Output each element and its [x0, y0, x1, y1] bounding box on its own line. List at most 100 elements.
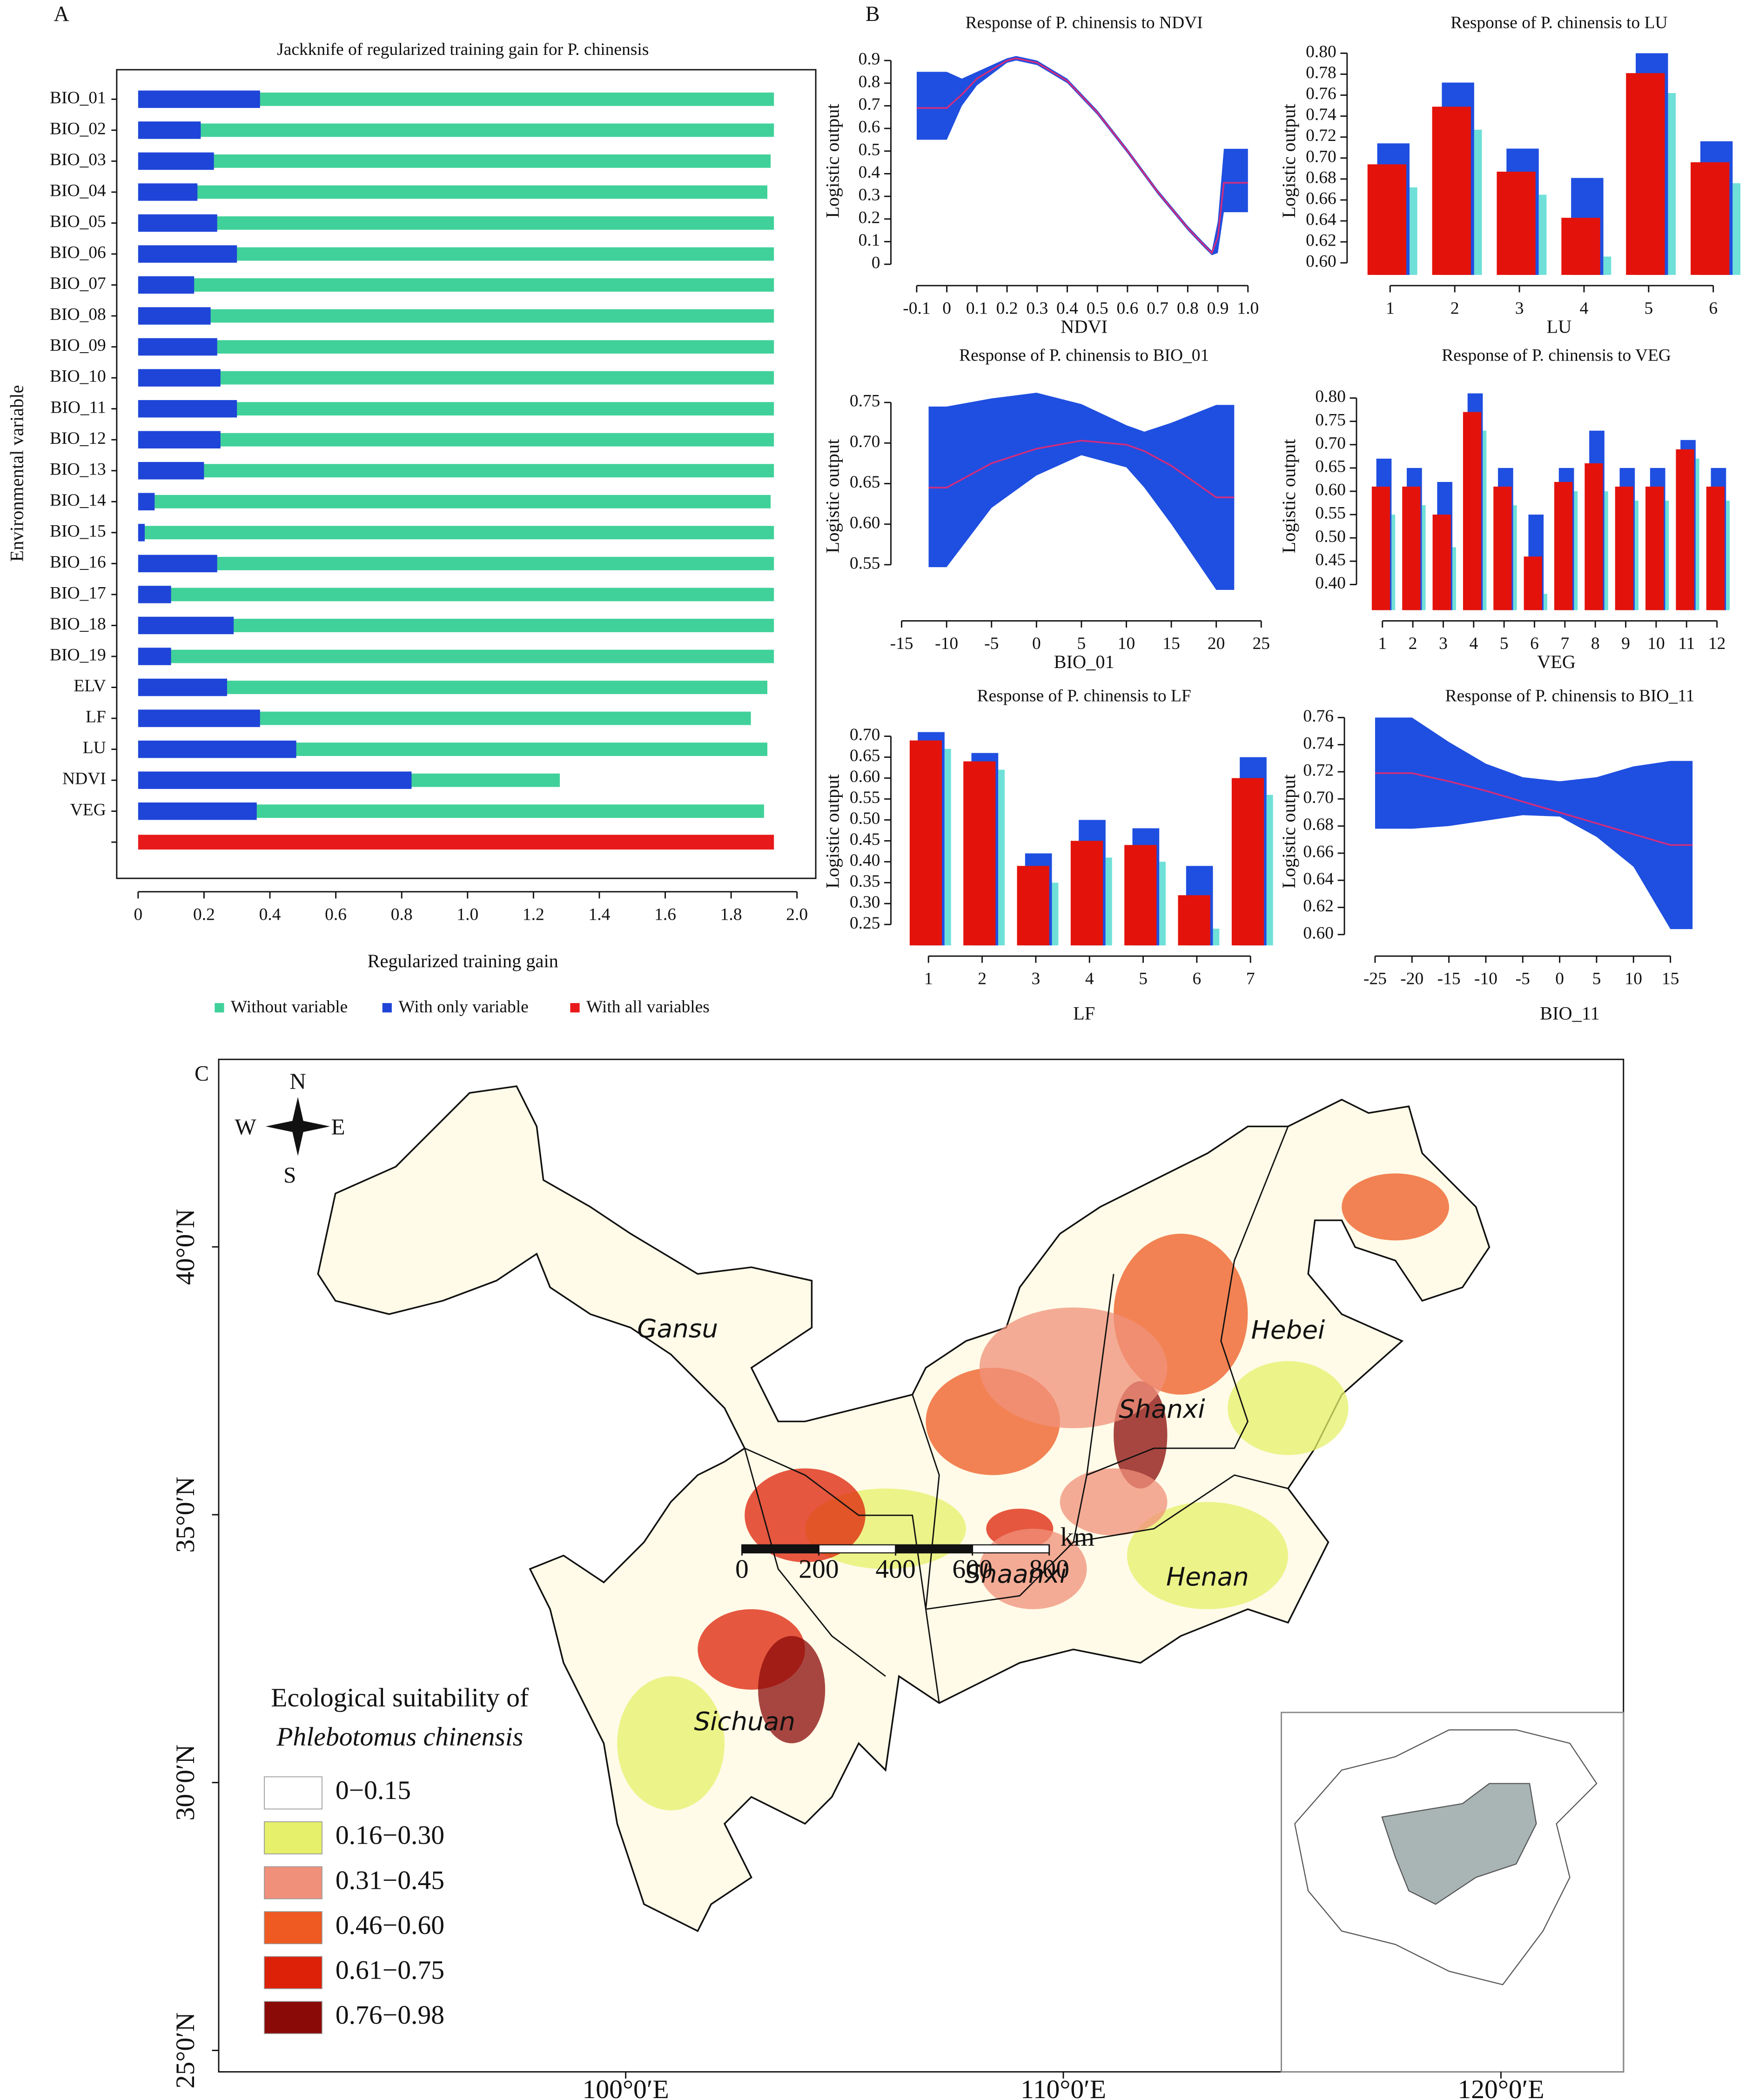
bar	[1538, 194, 1547, 275]
panel-label: A	[54, 2, 69, 26]
x-tick-label: 20	[1208, 634, 1225, 653]
y-tick-label: 0.60	[1315, 481, 1346, 500]
y-tick-label: BIO_19	[50, 646, 106, 665]
legend-label: 0.76−0.98	[336, 2000, 444, 2030]
chart-title: Response of P. chinensis to LF	[977, 686, 1191, 705]
y-tick-label: BIO_02	[50, 119, 106, 138]
y-tick-label: 0.25	[850, 914, 880, 933]
bar	[138, 340, 774, 354]
map-base	[218, 1058, 1625, 2073]
scale-label: 800	[1029, 1555, 1069, 1584]
suitability-patch	[745, 1468, 866, 1563]
x-tick-label: 0.2	[996, 299, 1018, 318]
province-label: Gansu	[637, 1314, 718, 1344]
bar	[1402, 486, 1421, 610]
bar	[1676, 449, 1694, 610]
bar	[1213, 929, 1220, 946]
scale-unit: km	[1060, 1522, 1094, 1552]
legend-label: 0.61−0.75	[336, 1955, 444, 1985]
x-tick-label: 1.4	[589, 905, 611, 924]
bar	[1668, 93, 1676, 275]
x-tick-label: 1.2	[523, 905, 544, 924]
y-tick-label: BIO_01	[50, 88, 106, 107]
y-tick-label: 0	[872, 254, 880, 273]
bar	[138, 802, 257, 820]
y-axis-label: Logistic output	[1278, 439, 1299, 553]
suitability-patch	[1060, 1468, 1168, 1536]
bar	[1574, 491, 1578, 610]
compass-label: E	[331, 1114, 345, 1139]
x-tick-label: 0.4	[1056, 299, 1078, 318]
bar	[1052, 883, 1059, 946]
y-axis-label: Logistic output	[1278, 774, 1299, 888]
x-tick-label: 3	[1032, 970, 1041, 989]
x-tick-label: 10	[1625, 970, 1642, 989]
chart-title: Response of P. chinensis to LU	[1450, 13, 1667, 32]
y-tick-label: 0.62	[1306, 231, 1336, 250]
x-tick-label: 120°0′E	[1457, 2075, 1544, 2100]
panel-label: B	[866, 2, 880, 26]
bar	[138, 524, 145, 542]
y-tick-label: 0.60	[1303, 923, 1334, 943]
bar	[1706, 486, 1725, 610]
x-tick-label: -5	[1516, 970, 1530, 989]
x-tick-label: 15	[1662, 970, 1679, 989]
y-tick-label: BIO_12	[50, 429, 106, 448]
y-tick-label: 0.76	[1303, 707, 1334, 726]
bar	[138, 649, 774, 663]
y-tick-label: 0.62	[1303, 896, 1334, 916]
bar	[1726, 501, 1730, 610]
compass-label: W	[235, 1114, 257, 1139]
x-tick-label: 4	[1580, 299, 1589, 318]
y-tick-label: BIO_10	[50, 367, 106, 386]
y-tick-label: 30°0′N	[171, 1745, 200, 1821]
x-tick-label: 0.8	[391, 905, 413, 924]
y-tick-label: BIO_08	[50, 305, 106, 324]
province-label: Sichuan	[694, 1706, 795, 1736]
legend-swatch	[570, 1003, 580, 1013]
bar	[944, 749, 951, 946]
y-tick-label: 0.3	[859, 186, 880, 205]
legend-title: Phlebotomus chinensis	[276, 1722, 523, 1752]
legend-swatch	[264, 1911, 322, 1945]
bar	[1159, 862, 1166, 946]
bar	[138, 183, 198, 201]
y-tick-label: 0.78	[1306, 63, 1336, 82]
legend-swatch	[264, 1866, 322, 1899]
province-label: Shaanxi	[965, 1559, 1067, 1589]
bar	[138, 307, 211, 325]
y-tick-label: 0.4	[859, 163, 880, 182]
y-tick-label: NDVI	[62, 769, 106, 789]
y-tick-label: 0.8	[859, 72, 880, 91]
y-tick-label: 0.65	[850, 473, 880, 492]
x-tick-label: -20	[1400, 970, 1423, 989]
x-tick-label: -15	[890, 634, 913, 653]
scale-label: 600	[952, 1555, 992, 1584]
y-tick-label: 0.76	[1306, 84, 1336, 103]
compass-label: S	[283, 1162, 296, 1188]
x-tick-label: 5	[1592, 970, 1601, 989]
response-line	[928, 440, 1235, 498]
compass-rose	[265, 1097, 330, 1156]
bar	[138, 835, 774, 850]
legend-label: 0.46−0.60	[336, 1911, 444, 1940]
bar	[138, 276, 195, 294]
y-axis-label: Environmental variable	[7, 385, 27, 562]
legend-swatch	[264, 1821, 322, 1854]
bar	[138, 216, 774, 230]
bar	[138, 369, 221, 387]
scale-segment	[972, 1544, 1050, 1554]
y-tick-label: 0.30	[850, 893, 880, 912]
y-tick-label: 0.70	[1306, 147, 1336, 166]
chart-title: Response of P. chinensis to BIO_01	[959, 346, 1209, 365]
bar	[1463, 412, 1482, 610]
bar	[138, 90, 260, 108]
chart-title: Response of P. chinensis to BIO_11	[1445, 686, 1695, 705]
y-tick-label: 0.70	[850, 432, 880, 451]
bar	[138, 400, 237, 418]
bar	[138, 678, 227, 696]
x-axis-label: BIO_01	[1054, 651, 1114, 672]
suitability-patch	[1342, 1173, 1449, 1241]
x-tick-label: 0.2	[193, 905, 215, 924]
bar	[1544, 594, 1547, 610]
